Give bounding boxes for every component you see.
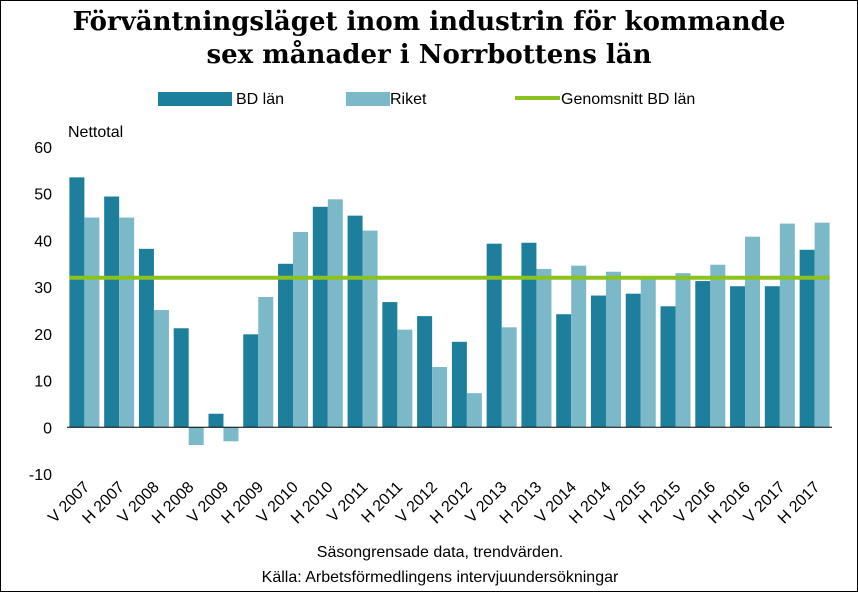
bar-bd-lan [417,316,433,428]
bar-riket [397,329,413,428]
bar-riket [536,268,552,428]
bar-bd-lan [278,263,294,428]
bar-bd-lan [521,242,537,428]
y-tick-label: 10 [34,374,52,391]
legend: BD län Riket Genomsnitt BD län [158,91,695,108]
bar-riket [605,271,621,428]
bar-bd-lan [486,243,502,428]
bar-riket [188,427,204,446]
bar-riket [293,232,309,428]
bar-bd-lan [556,314,572,428]
bar-riket [153,310,169,428]
bar-riket [710,264,726,428]
bar-bd-lan [104,196,120,428]
chart-title: Förväntningsläget inom industrin för kom… [0,6,858,72]
bar-bd-lan [625,293,641,428]
bar-bd-lan [590,295,606,428]
bar-riket [745,236,761,428]
legend-swatch-bd-lan [158,92,232,106]
chart-title-line-2: sex månader i Norrbottens län [206,40,652,70]
y-tick-label: 20 [34,327,52,344]
y-tick-label: 0 [43,420,52,437]
bar-riket [119,217,135,428]
bar-riket [640,277,656,428]
bar-bd-lan [764,286,780,428]
bar-riket [258,296,274,428]
bar-bd-lan [138,248,154,428]
bar-riket [223,427,239,442]
bar-bd-lan [312,206,328,428]
y-tick-label: 50 [34,187,52,204]
y-axis-ticks: -10 0 10 20 30 40 50 60 [29,140,52,484]
bar-riket [362,230,378,428]
bar-riket [432,367,448,428]
legend-label-riket: Riket [390,91,427,108]
bar-bd-lan [173,328,189,428]
footnote-line-2: Källa: Arbetsförmedlingens intervjuunder… [262,569,619,586]
y-tick-label: -10 [29,467,52,484]
legend-label-bd-lan: BD län [236,91,284,108]
y-tick-label: 60 [34,140,52,157]
bar-bd-lan [451,341,467,428]
bar-bd-lan [730,286,746,428]
bars [69,177,830,446]
bar-bd-lan [208,413,224,428]
bar-bd-lan [660,306,676,428]
y-axis-label: Nettotal [68,124,123,141]
bar-bd-lan [347,215,363,428]
legend-swatch-riket [346,92,390,106]
bar-riket [571,265,587,428]
bar-bd-lan [69,177,85,428]
bar-riket [84,217,100,428]
bar-riket [814,222,830,428]
y-tick-label: 40 [34,233,52,250]
bar-riket [675,273,691,428]
bar-bd-lan [243,334,259,428]
bar-riket [327,199,343,428]
bar-riket [501,327,517,428]
chart-title-line-1: Förväntningsläget inom industrin för kom… [72,7,786,37]
legend-label-genomsnitt: Genomsnitt BD län [561,91,695,108]
bar-bd-lan [695,281,711,428]
y-tick-label: 30 [34,280,52,297]
bar-riket [779,223,795,428]
bar-bd-lan [799,249,815,428]
bar-riket [466,393,482,428]
bar-bd-lan [382,302,398,428]
footnote-line-1: Säsongrensade data, trendvärden. [317,544,563,561]
